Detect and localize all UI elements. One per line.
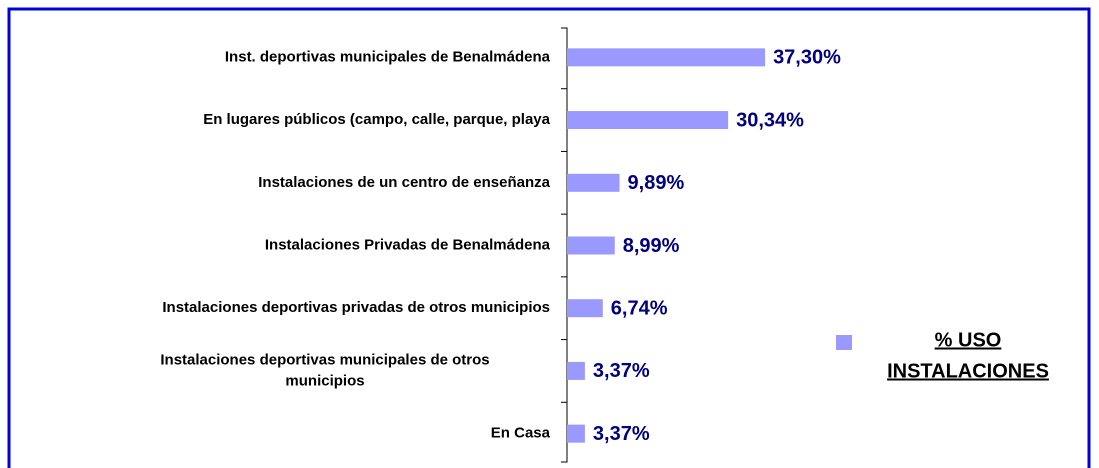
value-label: 3,37% xyxy=(593,360,650,382)
legend-label: % USO INSTALACIONES xyxy=(887,330,1049,383)
text-line: Inst. deportivas municipales de Benalmád… xyxy=(225,48,551,65)
text-line: Instalaciones deportivas municipales de … xyxy=(160,351,489,368)
category-label: En Casa xyxy=(491,425,551,442)
bar xyxy=(567,424,585,443)
text-line: Instalaciones Privadas de Benalmádena xyxy=(265,236,551,253)
text-line: Instalaciones de un centro de enseñanza xyxy=(258,174,550,191)
value-label: 8,99% xyxy=(623,235,680,257)
y-axis xyxy=(561,27,568,463)
text-line: INSTALACIONES xyxy=(887,361,1049,383)
bar xyxy=(567,48,766,67)
category-label: Instalaciones de un centro de enseñanza xyxy=(258,174,550,191)
text-line: % USO xyxy=(935,330,1002,352)
value-label: 30,34% xyxy=(736,109,804,131)
text-line: Instalaciones deportivas privadas de otr… xyxy=(162,299,550,316)
value-label: 3,37% xyxy=(593,423,650,445)
category-label: Instalaciones deportivas municipales de … xyxy=(160,351,489,389)
category-label: Instalaciones deportivas privadas de otr… xyxy=(162,299,550,316)
bar xyxy=(567,299,603,318)
text-line: municipios xyxy=(285,372,364,389)
category-label: Inst. deportivas municipales de Benalmád… xyxy=(225,48,551,65)
text-line: En Casa xyxy=(491,425,551,442)
text-line: En lugares públicos (campo, calle, parqu… xyxy=(203,111,550,128)
legend-swatch xyxy=(836,335,852,350)
category-label: Instalaciones Privadas de Benalmádena xyxy=(265,236,551,253)
value-label: 37,30% xyxy=(773,47,841,69)
category-label: En lugares públicos (campo, calle, parqu… xyxy=(203,111,550,128)
bar xyxy=(567,111,729,130)
bar xyxy=(567,236,615,255)
bar xyxy=(567,361,585,380)
frame xyxy=(7,7,1091,468)
value-label: 6,74% xyxy=(611,297,668,319)
bar xyxy=(567,173,620,192)
value-label: 9,89% xyxy=(628,172,685,194)
